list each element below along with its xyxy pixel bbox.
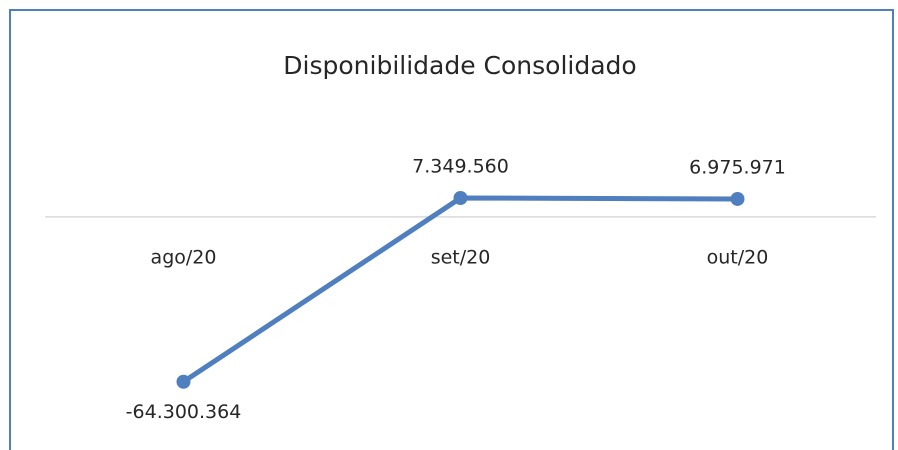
chart-border [9, 9, 894, 450]
x-tick-label: set/20 [431, 246, 491, 268]
chart-title: Disponibilidade Consolidado [283, 51, 636, 80]
marker [730, 191, 745, 206]
marker [453, 191, 468, 206]
x-tick-label: out/20 [707, 246, 769, 268]
data-label: -64.300.364 [126, 401, 242, 423]
data-label: 7.349.560 [412, 156, 509, 178]
marker [176, 374, 191, 389]
data-label: 6.975.971 [689, 156, 786, 178]
line [182, 195, 738, 384]
x-tick-label: ago/20 [151, 246, 217, 268]
